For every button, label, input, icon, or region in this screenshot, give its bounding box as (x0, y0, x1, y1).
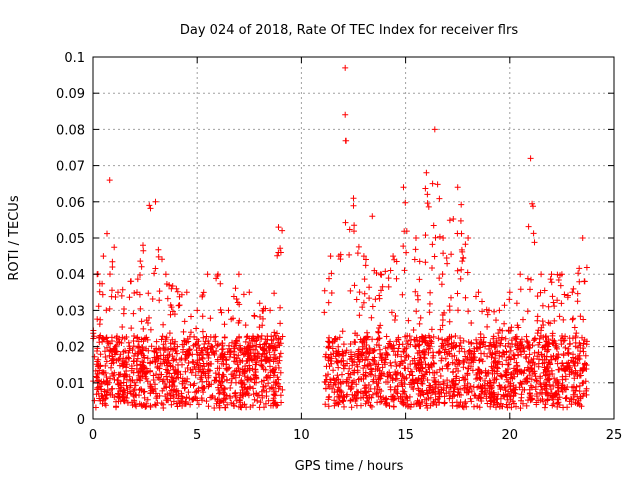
y-tick-label: 0.01 (56, 377, 85, 392)
y-tick-label: 0.02 (56, 341, 85, 356)
x-tick-label: 0 (89, 428, 97, 443)
y-tick-label: 0.05 (56, 232, 85, 247)
y-tick-label: 0 (77, 413, 85, 428)
y-tick-label: 0.03 (56, 304, 85, 319)
x-tick-label: 15 (397, 428, 414, 443)
x-tick-label: 25 (606, 428, 623, 443)
y-tick-label: 0.07 (56, 160, 85, 175)
y-tick-labels: 0 0.01 0.02 0.03 0.04 0.05 0.06 0.07 0.08 0.09 0.1 (56, 51, 85, 428)
y-tick-label: 0.04 (56, 268, 85, 283)
chart-title: Day 024 of 2018, Rate Of TEC Index for r… (180, 23, 518, 38)
x-tick-label: 5 (193, 428, 201, 443)
data-points (90, 64, 590, 412)
y-tick-label: 0.06 (56, 196, 85, 211)
x-tick-label: 20 (502, 428, 519, 443)
y-tick-label: 0.08 (56, 123, 85, 138)
x-tick-labels: 0 5 10 15 20 25 (89, 428, 622, 443)
x-axis-label: GPS time / hours (295, 459, 404, 474)
y-tick-label: 0.1 (64, 51, 85, 66)
scatter-point-markers (90, 64, 590, 412)
y-tick-label: 0.09 (56, 87, 85, 102)
axis-ticks (92, 56, 615, 420)
x-tick-label: 10 (293, 428, 310, 443)
y-axis-label: ROTI / TECUs (7, 195, 22, 280)
